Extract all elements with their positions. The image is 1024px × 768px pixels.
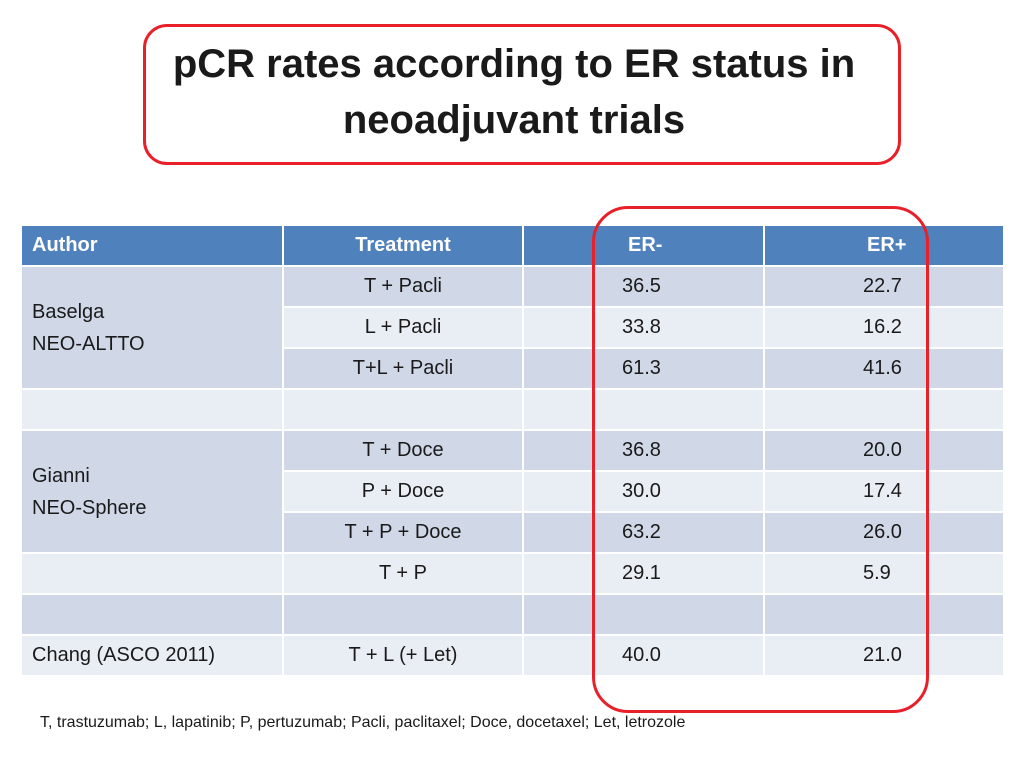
empty-cell bbox=[282, 593, 524, 636]
er-positive-cell: 21.0 bbox=[763, 634, 1005, 677]
treatment-cell: T + P + Doce bbox=[282, 511, 524, 554]
er-positive-cell: 16.2 bbox=[763, 306, 1005, 349]
table-row: Gianni NEO-Sphere T + Doce 36.8 20.0 bbox=[20, 429, 1005, 554]
trial-name: NEO-ALTTO bbox=[32, 332, 145, 355]
table-row-empty bbox=[20, 388, 1005, 431]
author-name: Baselga bbox=[32, 300, 105, 323]
abbreviations-footnote: T, trastuzumab; L, lapatinib; P, pertuzu… bbox=[40, 714, 686, 731]
header-treatment: Treatment bbox=[282, 224, 524, 267]
empty-cell bbox=[20, 593, 284, 636]
treatment-cell: T+L + Pacli bbox=[282, 347, 524, 390]
empty-cell bbox=[763, 388, 1005, 431]
er-positive-cell: 5.9 bbox=[763, 552, 1005, 595]
er-positive-cell: 20.0 bbox=[763, 429, 1005, 472]
header-er-negative: ER- bbox=[522, 224, 765, 267]
author-baselga: Baselga NEO-ALTTO bbox=[20, 265, 284, 390]
title-line-1: pCR rates according to ER status in bbox=[172, 42, 856, 86]
table-row-empty bbox=[20, 593, 1005, 636]
treatment-cell: P + Doce bbox=[282, 470, 524, 513]
treatment-cell: T + Pacli bbox=[282, 265, 524, 308]
table-row: L + Pacli 33.8 16.2 bbox=[21, 306, 1005, 349]
treatment-cell: T + Doce bbox=[282, 429, 524, 472]
table-header-row: Author Treatment ER- ER+ bbox=[20, 224, 1005, 267]
er-columns-highlight bbox=[592, 206, 929, 713]
author-gianni: Gianni NEO-Sphere bbox=[20, 429, 284, 554]
title-frame bbox=[143, 24, 901, 165]
er-negative-cell: 61.3 bbox=[522, 347, 765, 390]
treatment-cell: T + P bbox=[282, 552, 524, 595]
er-positive-cell: 26.0 bbox=[763, 511, 1005, 554]
empty-cell bbox=[20, 388, 284, 431]
author-chang: Chang (ASCO 2011) bbox=[20, 634, 284, 677]
header-er-positive: ER+ bbox=[763, 224, 1005, 267]
table-row: T+L + Pacli 61.3 41.6 bbox=[21, 347, 1005, 390]
slide-title: pCR rates according to ER status in neoa… bbox=[140, 36, 888, 148]
empty-cell bbox=[522, 388, 765, 431]
author-name: Gianni bbox=[32, 464, 90, 487]
er-positive-cell: 17.4 bbox=[763, 470, 1005, 513]
trial-name: NEO-Sphere bbox=[32, 496, 147, 519]
er-negative-cell: 36.5 bbox=[522, 265, 765, 308]
er-negative-cell: 63.2 bbox=[522, 511, 765, 554]
treatment-cell: L + Pacli bbox=[282, 306, 524, 349]
er-negative-cell: 29.1 bbox=[522, 552, 765, 595]
treatment-cell: T + L (+ Let) bbox=[282, 634, 524, 677]
pcr-table: Author Treatment ER- ER+ Baselga NEO-ALT… bbox=[20, 224, 1005, 677]
er-positive-cell: 22.7 bbox=[763, 265, 1005, 308]
header-author: Author bbox=[20, 224, 284, 267]
title-line-2: neoadjuvant trials bbox=[342, 98, 686, 142]
er-negative-cell: 33.8 bbox=[522, 306, 765, 349]
er-negative-cell: 36.8 bbox=[522, 429, 765, 472]
empty-cell bbox=[522, 593, 765, 636]
empty-cell bbox=[763, 593, 1005, 636]
er-positive-cell: 41.6 bbox=[763, 347, 1005, 390]
er-negative-cell: 40.0 bbox=[522, 634, 765, 677]
empty-cell bbox=[20, 552, 284, 595]
er-negative-cell: 30.0 bbox=[522, 470, 765, 513]
table-row: T + P + Doce 63.2 26.0 bbox=[21, 511, 1005, 554]
empty-cell bbox=[282, 388, 524, 431]
table-row: Baselga NEO-ALTTO T + Pacli 36.5 22.7 bbox=[20, 265, 1005, 390]
table-row: T + P 29.1 5.9 bbox=[20, 552, 1005, 595]
table-row: Chang (ASCO 2011) T + L (+ Let) 40.0 21.… bbox=[20, 634, 1005, 677]
table-row: P + Doce 30.0 17.4 bbox=[21, 470, 1005, 513]
